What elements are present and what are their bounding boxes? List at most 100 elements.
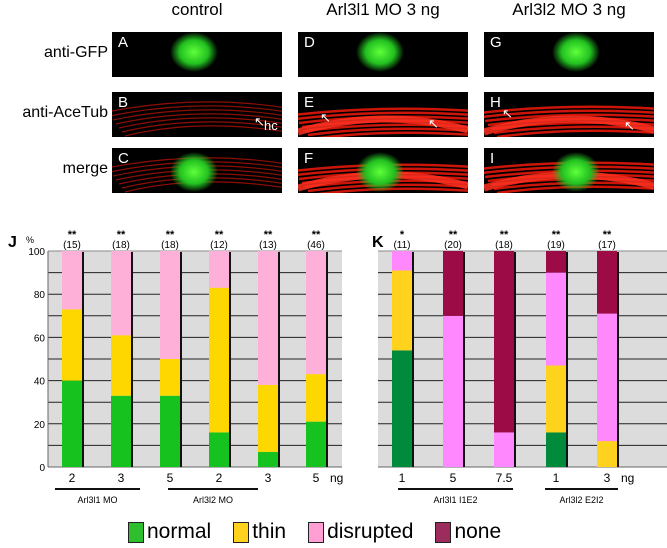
unit-label: ng <box>330 471 343 485</box>
n-label: (20) <box>444 240 462 251</box>
bar-segment-thin <box>62 309 82 381</box>
legend-swatch <box>233 521 250 543</box>
column-header-control: control <box>171 0 223 19</box>
bar-segment-disrupted <box>62 251 82 310</box>
y-tick-label: 40 <box>34 377 46 388</box>
legend-item-thin: thin <box>233 520 286 544</box>
significance-label: ** <box>449 229 458 241</box>
group-label: Arl3l1 MO <box>77 495 117 505</box>
bar-segment-normal <box>546 432 566 467</box>
n-label: (18) <box>112 240 130 251</box>
panel-letter: A <box>118 34 129 51</box>
y-axis-label: % <box>26 235 34 245</box>
row-label-gfp: anti-GFP <box>43 44 108 61</box>
significance-label: ** <box>166 229 175 241</box>
bar-segment-normal <box>160 395 180 467</box>
bar-segment-thin <box>258 384 278 452</box>
bar-segment-disrupted <box>111 251 131 336</box>
panel-letter: B <box>118 94 129 111</box>
legend-item-none: none <box>435 520 501 544</box>
micrograph-g: G <box>484 32 654 77</box>
bar-segment-none <box>546 251 566 273</box>
legend-label: thin <box>252 520 287 543</box>
panel-letter: E <box>304 94 315 111</box>
legend-label: disrupted <box>327 520 414 543</box>
x-tick-label: 5 <box>450 471 457 485</box>
group-label: Arl3l1 I1E2 <box>433 495 477 505</box>
row-label-merge: merge <box>62 160 108 177</box>
arrow-icon: ↖ <box>624 118 635 133</box>
y-tick-label: 80 <box>34 290 46 301</box>
panel-label-k: K <box>372 234 384 251</box>
x-tick-label: 3 <box>118 471 125 485</box>
legend-item-disrupted: disrupted <box>308 520 413 544</box>
unit-label: ng <box>621 471 634 485</box>
micrograph-c: C <box>112 148 282 193</box>
n-label: (17) <box>598 240 616 251</box>
y-tick-label: 60 <box>34 333 46 344</box>
x-tick-label: 1 <box>553 471 560 485</box>
bar-segment-disrupted <box>160 251 180 359</box>
significance-label: * <box>400 229 405 241</box>
bar-segment-normal <box>111 395 131 467</box>
bar-segment-none <box>443 251 463 316</box>
significance-label: ** <box>215 229 224 241</box>
panel-letter: D <box>304 34 315 51</box>
bar-segment-disrupted <box>546 272 566 366</box>
micrograph-e: E ↖ ↖ <box>298 92 468 137</box>
bar-segment-normal <box>209 432 229 467</box>
y-tick-label: 20 <box>34 420 46 431</box>
arrow-icon: ↖ <box>254 114 265 129</box>
bar-segment-thin <box>111 335 131 396</box>
significance-label: ** <box>68 229 77 241</box>
x-tick-label: 3 <box>604 471 611 485</box>
significance-label: ** <box>500 229 509 241</box>
panel-label-j: J <box>8 234 17 251</box>
x-tick-label: 7.5 <box>496 471 513 485</box>
significance-label: ** <box>264 229 273 241</box>
bar-segment-thin <box>209 287 229 433</box>
row-label-acetub: anti-AceTub <box>22 104 108 121</box>
n-label: (13) <box>259 240 277 251</box>
micrograph-a: A <box>112 32 282 77</box>
bar-segment-disrupted <box>306 251 326 375</box>
bar-segment-normal <box>258 451 278 467</box>
x-tick-label: 2 <box>69 471 76 485</box>
column-header-arl3l1: Arl3l1 MO 3 ng <box>326 0 440 19</box>
bar-segment-none <box>494 251 514 433</box>
legend-swatch <box>128 521 144 543</box>
bar-segment-thin <box>597 441 617 467</box>
bar-segment-thin <box>306 374 326 422</box>
significance-label: ** <box>603 229 612 241</box>
micrograph-d: D <box>298 32 468 77</box>
bar-segment-disrupted <box>443 315 463 467</box>
bar-segment-disrupted <box>258 251 278 385</box>
panel-letter: C <box>118 150 129 167</box>
bar-segment-thin <box>160 359 180 396</box>
bar-segment-normal <box>306 421 326 467</box>
legend-item-normal: normal <box>128 520 211 544</box>
panel-letter: H <box>490 94 501 111</box>
x-tick-label: 3 <box>265 471 272 485</box>
n-label: (18) <box>495 240 513 251</box>
bar-segment-normal <box>62 380 82 467</box>
bar-segment-none <box>597 251 617 314</box>
group-label: Arl3l2 MO <box>193 495 233 505</box>
panel-letter: G <box>490 34 502 51</box>
x-tick-label: 2 <box>216 471 223 485</box>
group-label: Arl3l2 E2I2 <box>559 495 603 505</box>
n-label: (12) <box>210 240 228 251</box>
n-label: (19) <box>547 240 565 251</box>
bar-segment-disrupted <box>392 251 412 271</box>
panel-letter: F <box>304 150 314 167</box>
n-label: (15) <box>63 240 81 251</box>
hc-label: hc <box>264 118 278 133</box>
micrograph-f: F <box>298 148 468 193</box>
n-label: (46) <box>307 240 325 251</box>
y-tick-label: 0 <box>39 463 45 474</box>
bar-segment-disrupted <box>494 432 514 467</box>
bar-segment-disrupted <box>209 251 229 288</box>
bar-segment-thin <box>546 365 566 433</box>
arrow-icon: ↖ <box>428 116 439 131</box>
